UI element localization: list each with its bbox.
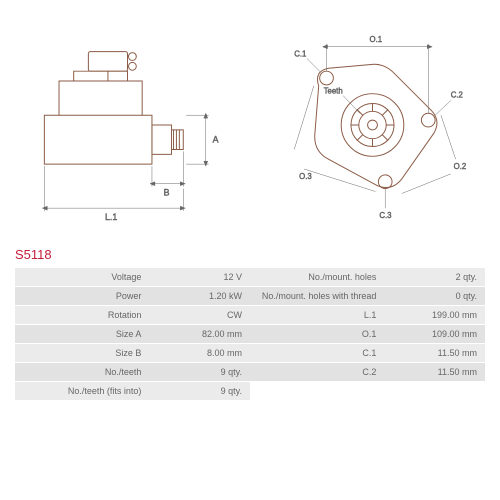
- dim-label-a: A: [213, 135, 219, 145]
- dim-label-o1: O.1: [370, 35, 383, 44]
- dim-label-c1: C.1: [294, 50, 306, 59]
- side-view-diagram: A B L.1: [15, 15, 240, 235]
- spec-label: Rotation: [15, 306, 149, 324]
- spec-label: No./teeth: [15, 363, 149, 381]
- spec-label: C.1: [250, 344, 384, 362]
- dim-label-c2: C.2: [451, 91, 463, 100]
- spec-value: 11.50 mm: [384, 363, 485, 381]
- spec-row: Size B8.00 mm: [15, 344, 250, 363]
- spec-value: 82.00 mm: [149, 325, 250, 343]
- spec-label: L.1: [250, 306, 384, 324]
- spec-row: C.211.50 mm: [250, 363, 485, 382]
- spec-row: Voltage12 V: [15, 268, 250, 287]
- spec-row: L.1199.00 mm: [250, 306, 485, 325]
- dim-label-b: B: [164, 187, 170, 197]
- dim-label-l1: L.1: [105, 212, 117, 222]
- front-view-diagram: O.1 O.2 O.3 C.1 C.2 C.3 Te: [260, 15, 485, 235]
- spec-value: 0 qty.: [384, 287, 485, 305]
- spec-label: No./mount. holes: [250, 268, 384, 286]
- spec-row: No./mount. holes2 qty.: [250, 268, 485, 287]
- spec-label: Voltage: [15, 268, 149, 286]
- spec-value: 109.00 mm: [384, 325, 485, 343]
- spec-value: 11.50 mm: [384, 344, 485, 362]
- part-number: S5118: [15, 247, 485, 262]
- dim-label-c3: C.3: [379, 211, 391, 220]
- spec-value: 199.00 mm: [384, 306, 485, 324]
- spec-value: 1.20 kW: [149, 287, 250, 305]
- spec-row: Power1.20 kW: [15, 287, 250, 306]
- spec-row: No./mount. holes with thread0 qty.: [250, 287, 485, 306]
- spec-label: Size A: [15, 325, 149, 343]
- spec-value: 9 qty.: [149, 363, 250, 381]
- diagrams-container: A B L.1: [15, 15, 485, 235]
- spec-value: 8.00 mm: [149, 344, 250, 362]
- spec-label: Power: [15, 287, 149, 305]
- spec-value: 12 V: [149, 268, 250, 286]
- spec-row: O.1109.00 mm: [250, 325, 485, 344]
- spec-row: No./teeth (fits into)9 qty.: [15, 382, 250, 401]
- spec-value: 9 qty.: [149, 382, 250, 400]
- dim-label-teeth: Teeth: [324, 87, 343, 96]
- spec-value: CW: [149, 306, 250, 324]
- spec-table: Voltage12 VPower1.20 kWRotationCWSize A8…: [15, 268, 485, 401]
- spec-row: Size A82.00 mm: [15, 325, 250, 344]
- spec-label: Size B: [15, 344, 149, 362]
- spec-column-right: No./mount. holes2 qty.No./mount. holes w…: [250, 268, 485, 401]
- spec-value: 2 qty.: [384, 268, 485, 286]
- spec-label: No./mount. holes with thread: [250, 287, 384, 305]
- spec-row: RotationCW: [15, 306, 250, 325]
- spec-row: C.111.50 mm: [250, 344, 485, 363]
- spec-row: No./teeth9 qty.: [15, 363, 250, 382]
- dim-label-o2: O.2: [454, 162, 467, 171]
- spec-label: C.2: [250, 363, 384, 381]
- spec-label: No./teeth (fits into): [15, 382, 149, 400]
- dim-label-o3: O.3: [299, 172, 312, 181]
- spec-column-left: Voltage12 VPower1.20 kWRotationCWSize A8…: [15, 268, 250, 401]
- spec-label: O.1: [250, 325, 384, 343]
